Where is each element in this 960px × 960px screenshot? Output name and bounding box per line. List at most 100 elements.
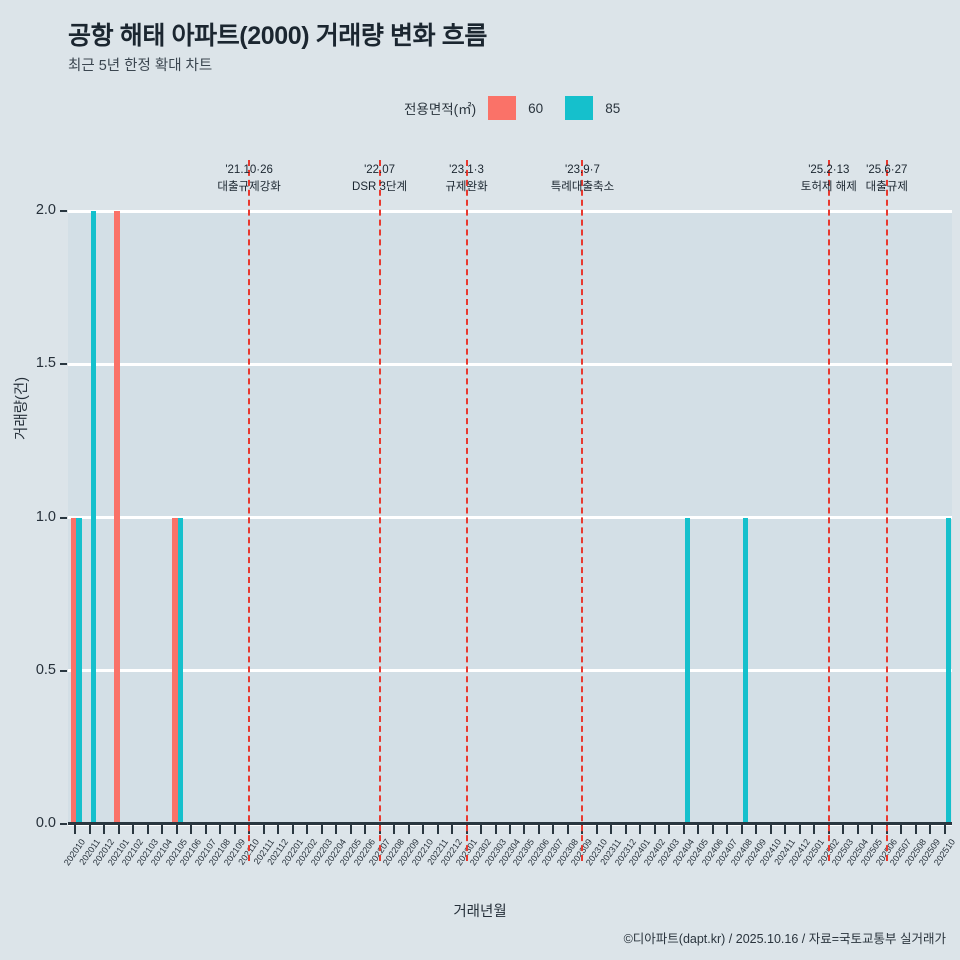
x-axis-ticks: 202010 202011 202012 202101 202102 202103 2021… bbox=[62, 825, 957, 905]
x-tick-mark bbox=[74, 825, 77, 834]
x-tick-mark bbox=[509, 825, 511, 834]
x-tick-mark bbox=[494, 825, 497, 834]
x-tick-mark bbox=[639, 825, 642, 834]
gridline bbox=[68, 209, 952, 213]
x-tick-mark bbox=[103, 825, 106, 834]
x-tick-mark bbox=[88, 825, 91, 834]
footer-credit: ©디아파트(dapt.kr) / 2025.10.16 / 자료=국토교통부 실… bbox=[623, 932, 946, 946]
x-tick-mark bbox=[364, 825, 367, 834]
x-tick-mark bbox=[813, 825, 816, 834]
x-tick-mark bbox=[798, 825, 801, 834]
x-tick-mark bbox=[262, 825, 265, 834]
x-tick-mark bbox=[219, 825, 222, 834]
bar-85-202105 bbox=[177, 517, 184, 824]
x-tick-mark bbox=[943, 825, 946, 834]
annotation-text: DSR 3단계 bbox=[352, 181, 408, 193]
x-tick-mark bbox=[784, 825, 787, 834]
annotation-label-202301: '23.1·3 규제완화 bbox=[397, 162, 537, 196]
x-tick-mark bbox=[161, 825, 164, 834]
y-tick-label: 1.0 bbox=[35, 508, 56, 525]
x-tick-mark bbox=[523, 825, 526, 834]
annotation-line-202309 bbox=[581, 160, 584, 861]
x-tick-mark bbox=[871, 825, 874, 834]
annotation-date: '23.9·7 bbox=[565, 164, 600, 176]
gridline bbox=[68, 516, 952, 519]
x-tick-mark bbox=[755, 825, 758, 834]
x-tick-mark bbox=[697, 825, 700, 834]
x-tick-mark bbox=[291, 825, 294, 834]
x-tick-mark bbox=[711, 825, 714, 834]
bar-85-202011 bbox=[90, 211, 97, 824]
x-tick-mark bbox=[624, 825, 627, 834]
annotation-label-202502: '25.2·13 토허제 해제 bbox=[759, 162, 899, 196]
annotation-text: 대출규제 bbox=[865, 181, 908, 193]
annotation-label-202207: '22.07 DSR 3단계 bbox=[310, 162, 450, 196]
x-tick-mark bbox=[914, 825, 917, 834]
bar-85-202510 bbox=[945, 517, 952, 824]
x-tick-mark bbox=[537, 825, 540, 834]
x-tick-mark bbox=[233, 825, 236, 834]
x-tick-mark bbox=[349, 825, 352, 834]
gridline bbox=[68, 362, 952, 366]
x-tick-mark bbox=[146, 825, 149, 834]
x-tick-mark bbox=[190, 825, 193, 834]
x-tick-mark bbox=[436, 825, 439, 834]
x-tick-mark bbox=[740, 825, 743, 834]
y-axis-title: 거래량(건) bbox=[14, 376, 30, 440]
x-tick-mark bbox=[610, 825, 613, 834]
x-tick-mark bbox=[769, 825, 772, 834]
bar-85-202408 bbox=[742, 517, 749, 824]
y-tick-label: 0.5 bbox=[35, 661, 56, 678]
annotation-text: 토허제 해제 bbox=[800, 181, 857, 193]
y-tick-mark bbox=[60, 210, 67, 212]
x-tick-mark bbox=[320, 825, 323, 834]
annotation-text: 특례대출축소 bbox=[550, 181, 615, 193]
x-tick-mark bbox=[480, 825, 483, 834]
y-tick-mark bbox=[60, 516, 67, 519]
y-tick-mark bbox=[60, 669, 67, 672]
x-tick-mark bbox=[842, 825, 845, 834]
x-tick-mark bbox=[132, 825, 135, 834]
legend-label-60: 60 bbox=[528, 100, 544, 116]
annotation-text: 대출규제강화 bbox=[217, 181, 281, 193]
x-tick-mark bbox=[204, 825, 207, 834]
gridline bbox=[68, 669, 952, 673]
annotation-date: '25.2·13 bbox=[808, 164, 850, 176]
x-tick-mark bbox=[552, 825, 555, 834]
annotation-label-202309: '23.9·7 특례대출축소 bbox=[512, 162, 652, 196]
annotation-label-202506: '25.6·27 대출규제 bbox=[817, 162, 957, 196]
x-tick-mark bbox=[682, 825, 685, 834]
bar-85-202404 bbox=[684, 517, 691, 824]
annotation-date: '23.1·3 bbox=[449, 164, 484, 176]
legend-title: 전용면적(㎡) bbox=[404, 102, 477, 117]
x-tick-mark bbox=[422, 825, 425, 834]
x-tick-mark bbox=[306, 825, 309, 834]
x-tick-mark bbox=[175, 825, 178, 834]
page-title: 공항 해태 아파트(2000) 거래량 변화 흐름 bbox=[68, 22, 487, 50]
annotation-date: '21.10·26 bbox=[225, 164, 273, 176]
chart-legend: 전용면적(㎡) 60 85 bbox=[404, 96, 620, 120]
x-tick-mark bbox=[335, 825, 338, 834]
legend-swatch-85 bbox=[565, 96, 594, 120]
x-tick-mark bbox=[277, 825, 280, 834]
annotation-line-202502 bbox=[827, 160, 830, 861]
annotation-line-202110 bbox=[248, 160, 251, 861]
legend-swatch-60 bbox=[488, 96, 517, 120]
plot-area bbox=[68, 209, 952, 826]
annotation-line-202301 bbox=[465, 160, 468, 861]
x-tick-mark bbox=[668, 825, 671, 834]
y-tick-label: 0.0 bbox=[35, 815, 56, 831]
bar-85-202010 bbox=[76, 517, 82, 824]
chart-subtitle: 최근 5년 한정 확대 차트 bbox=[68, 58, 213, 74]
y-tick-label: 1.5 bbox=[35, 355, 56, 372]
x-tick-mark bbox=[595, 825, 598, 834]
bar-60-202101 bbox=[114, 211, 120, 824]
x-tick-mark bbox=[856, 825, 859, 834]
x-tick-mark bbox=[900, 825, 903, 834]
x-tick-mark bbox=[407, 825, 410, 834]
x-axis-title: 거래년월 bbox=[453, 904, 507, 920]
annotation-label-202110: '21.10·26 대출규제강화 bbox=[179, 162, 319, 196]
x-tick-mark bbox=[393, 825, 396, 834]
annotation-date: '25.6·27 bbox=[866, 164, 908, 176]
annotation-line-202207 bbox=[378, 160, 381, 861]
